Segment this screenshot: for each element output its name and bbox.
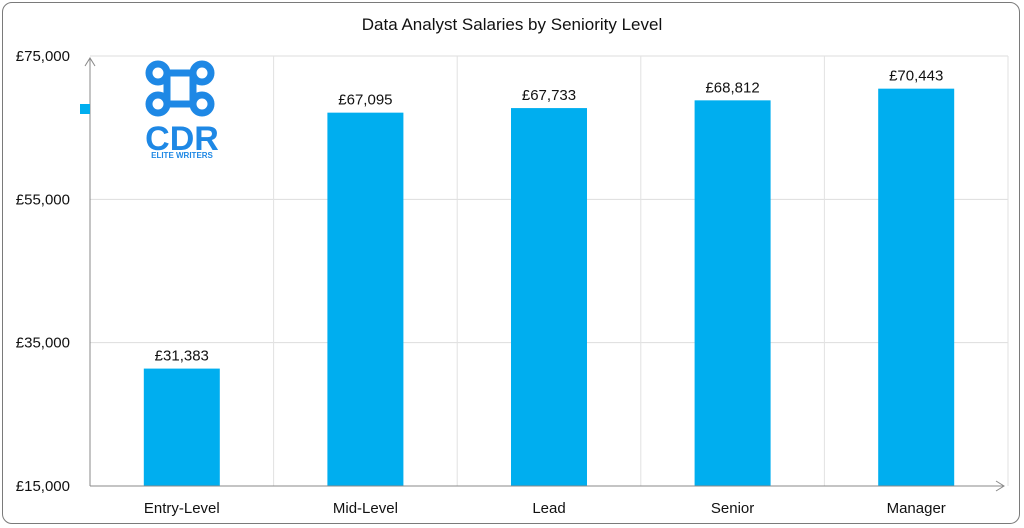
logo-tagline: ELITE WRITERS (151, 151, 213, 160)
y-tick-label: £35,000 (16, 335, 70, 352)
bar (327, 112, 404, 486)
logo-mark: CDR (145, 120, 219, 158)
y-tick-label: £55,000 (16, 191, 70, 208)
gridlines (90, 55, 1009, 486)
bars (143, 88, 955, 486)
x-tick-label: Manager (887, 500, 946, 517)
y-tick-label: £75,000 (16, 48, 70, 65)
bar (511, 108, 587, 486)
x-axis-ticks: Entry-Level Mid-Level Lead Senior Manager (144, 500, 946, 517)
data-label: £70,443 (889, 68, 943, 85)
y-axis-arrow (84, 57, 96, 67)
y-tick-label: £15,000 (16, 478, 70, 495)
axes (84, 57, 1005, 492)
data-label: £68,812 (705, 79, 759, 96)
x-tick-label: Entry-Level (144, 500, 220, 517)
data-label: £31,383 (155, 348, 209, 365)
data-labels: £31,383 £67,095 £67,733 £68,812 £70,443 (155, 68, 944, 365)
logo-knot-icon (145, 60, 215, 117)
data-label: £67,733 (522, 87, 576, 104)
x-axis-arrow (995, 480, 1005, 492)
x-tick-label: Senior (711, 500, 754, 517)
cdr-logo: CDR ELITE WRITERS (145, 60, 219, 160)
bar (694, 100, 771, 486)
chart-title: Data Analyst Salaries by Seniority Level (362, 15, 663, 34)
bar (878, 88, 955, 486)
data-label: £67,095 (338, 92, 392, 109)
legend-marker (80, 104, 90, 114)
x-tick-label: Mid-Level (333, 500, 398, 517)
x-tick-label: Lead (532, 500, 565, 517)
y-axis-ticks: £15,000 £35,000 £55,000 £75,000 (16, 48, 70, 495)
bar (143, 368, 220, 486)
